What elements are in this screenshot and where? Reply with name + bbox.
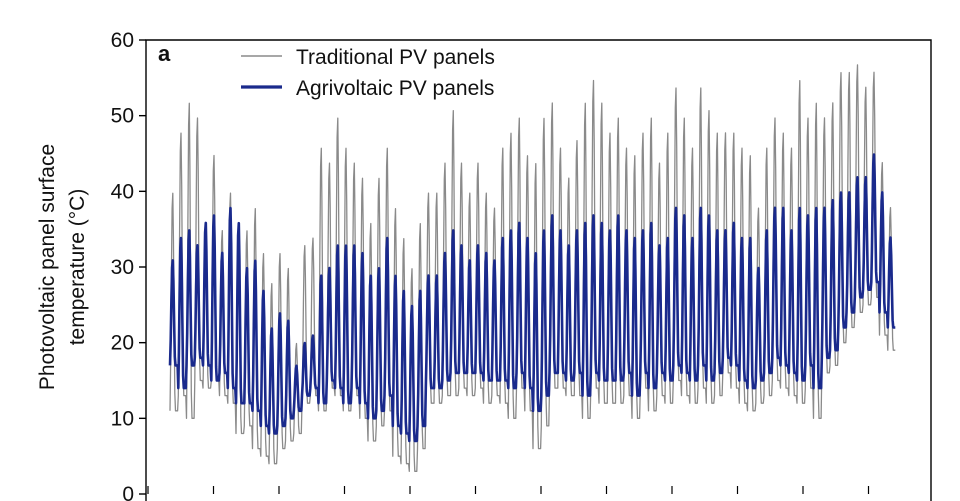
series-line-agrivoltaic bbox=[168, 153, 896, 443]
y-tick-label-20: 20 bbox=[111, 332, 134, 355]
y-tick-label-50: 50 bbox=[111, 105, 134, 128]
legend-label-traditional: Traditional PV panels bbox=[296, 46, 495, 69]
series-layer bbox=[168, 64, 896, 472]
y-tick-label-40: 40 bbox=[111, 180, 134, 203]
x-axis bbox=[147, 486, 870, 494]
y-tick-label-60: 60 bbox=[111, 29, 134, 52]
y-axis-label: Photovoltaic panel surface temperature (°… bbox=[36, 144, 89, 390]
y-tick-label-0: 0 bbox=[122, 483, 134, 501]
legend: Traditional PV panels Agrivoltaic PV pan… bbox=[241, 46, 495, 100]
legend-label-agrivoltaic: Agrivoltaic PV panels bbox=[296, 77, 494, 100]
y-tick-label-30: 30 bbox=[111, 256, 134, 279]
plot-border bbox=[145, 39, 932, 501]
panel-label: a bbox=[158, 41, 171, 66]
series-line-traditional bbox=[169, 64, 896, 472]
plot-frame bbox=[145, 39, 932, 501]
y-tick-label-10: 10 bbox=[111, 407, 134, 430]
y-axis: 0 10 20 30 40 50 60 bbox=[111, 29, 146, 501]
